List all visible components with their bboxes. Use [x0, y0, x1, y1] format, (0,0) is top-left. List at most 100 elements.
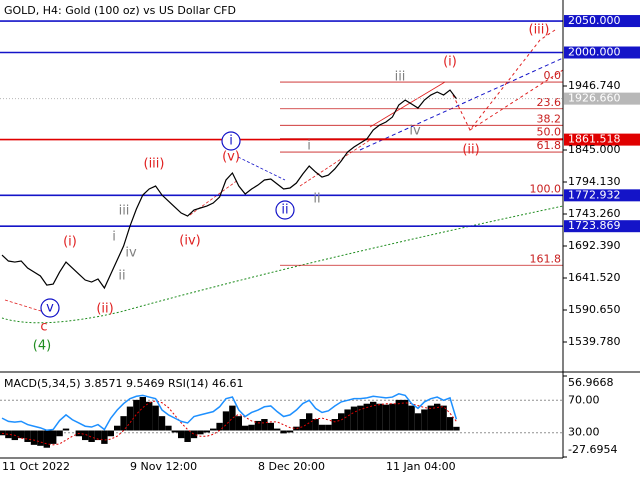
macd-bar [293, 426, 300, 431]
y-tick-label: 1539.780 [568, 335, 621, 348]
macd-bar [171, 430, 178, 433]
y-tick-label: -27.6954 [568, 443, 617, 456]
wave-label: iii [395, 70, 406, 85]
fib-label: 50.0 [537, 126, 562, 139]
fib-label: 61.8 [537, 139, 562, 152]
macd-bar [254, 420, 262, 431]
macd-bar [248, 424, 255, 431]
macd-bar [299, 419, 306, 431]
macd-bar [395, 399, 402, 431]
macd-bar [235, 416, 242, 431]
fib-label: 161.8 [530, 252, 562, 265]
y-tick-label: 1692.390 [568, 239, 621, 252]
wave-label: (i) [443, 55, 457, 70]
macd-bar [133, 399, 140, 431]
wave-label: ii [313, 192, 320, 207]
rsi-line [1, 393, 458, 432]
macd-bar [382, 404, 390, 431]
macd-bar [434, 403, 441, 431]
level-tag [564, 189, 640, 202]
macd-bar [158, 416, 166, 431]
macd-bar [344, 409, 351, 431]
y-tick-label: 1641.520 [568, 271, 621, 284]
macd-bar [178, 430, 185, 439]
macd-bar [120, 416, 127, 431]
wave-label: iv [409, 124, 421, 139]
macd-bar [427, 405, 434, 431]
current-price-label: 1926.660 [568, 92, 621, 105]
channel-line [237, 156, 286, 181]
macd-bar [165, 425, 172, 431]
macd-bar [43, 430, 50, 448]
macd-bar [229, 405, 236, 431]
macd-bar [107, 430, 114, 437]
level-tag [564, 15, 640, 28]
wave-label: ii [281, 203, 288, 218]
x-tick-label: 8 Dec 20:00 [258, 460, 325, 473]
macd-bar [146, 401, 153, 431]
macd-bar [30, 430, 38, 445]
macd-bar [37, 430, 44, 446]
macd-bar [0, 430, 6, 436]
channel-line [369, 81, 446, 128]
level-label: 2000.000 [568, 45, 621, 58]
macd-bar [446, 417, 454, 431]
level-label: 1861.518 [568, 133, 621, 146]
macd-bar [203, 430, 210, 433]
macd-bar [24, 430, 31, 442]
wave-label: c [40, 320, 47, 335]
channel-line [4, 299, 45, 313]
wave-label: (iii) [144, 157, 165, 172]
macd-bar [440, 405, 447, 431]
macd-bar [152, 405, 159, 431]
fib-label: 100.0 [530, 182, 562, 195]
macd-bar [325, 424, 332, 431]
y-tick-label: 56.9668 [568, 376, 614, 389]
level-tag [564, 133, 640, 146]
macd-bar [222, 411, 230, 431]
wave-label: (iv) [179, 234, 200, 249]
macd-bar [312, 419, 319, 431]
wave-label: iv [125, 246, 137, 261]
macd-bar [126, 406, 134, 431]
macd-bar [389, 403, 396, 431]
macd-bar [139, 397, 146, 431]
macd-bar [184, 430, 191, 442]
current-price-tag [564, 92, 640, 105]
wave-label: v [46, 301, 54, 316]
level-label: 1772.932 [568, 188, 621, 201]
macd-bar [50, 430, 57, 444]
wave-label: (i) [63, 235, 77, 250]
macd-bar [408, 405, 415, 431]
wave-label: (iii) [529, 23, 550, 38]
macd-bar [338, 413, 345, 431]
macd-bar [88, 430, 95, 442]
wave-label: ii [118, 269, 125, 284]
macd-bar [62, 428, 70, 431]
main-layer [0, 89, 460, 448]
wave-circle [40, 298, 60, 318]
macd-bar [363, 403, 370, 431]
macd-bar [18, 430, 25, 439]
macd-bar [274, 428, 281, 431]
macd-bar [421, 409, 428, 431]
wave-label: (4) [33, 339, 51, 354]
level-label: 2050.000 [568, 14, 621, 27]
fib-label: 23.6 [537, 96, 562, 109]
wave-label: iii [119, 204, 130, 219]
wave-label: i [229, 134, 233, 149]
macd-bar [331, 419, 338, 431]
macd-bar [350, 406, 358, 431]
indicator-title: MACD(5,34,5) 3.8571 9.5469 RSI(14) 46.61 [4, 377, 243, 390]
trend-curve [1, 205, 564, 324]
price-line [1, 89, 457, 290]
price-axis-panel [563, 0, 640, 480]
x-tick-label: 11 Jan 04:00 [386, 460, 456, 473]
y-tick-label: 1743.260 [568, 207, 621, 220]
y-tick-label: 1794.130 [568, 175, 621, 188]
y-tick-label: 1590.650 [568, 303, 621, 316]
macd-bar [306, 413, 313, 431]
wave-circle [275, 200, 295, 220]
macd-bar [453, 426, 460, 431]
wave-label: i [112, 230, 116, 245]
